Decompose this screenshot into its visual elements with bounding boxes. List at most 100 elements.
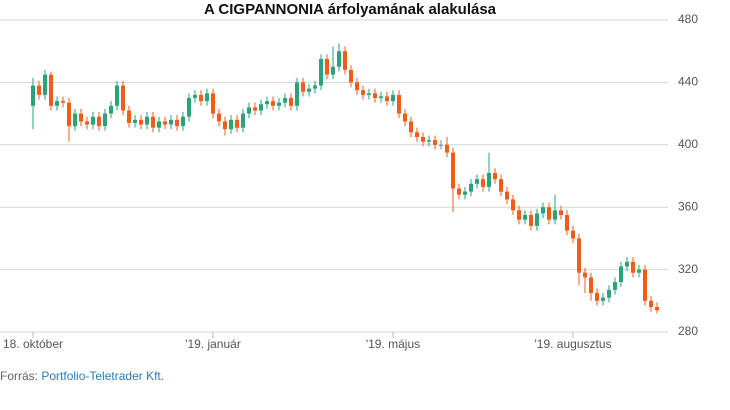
candle-body <box>391 94 395 102</box>
candle-body <box>553 210 557 220</box>
candle-body <box>547 207 551 220</box>
source-link[interactable]: Portfolio-Teletrader Kft. <box>41 369 165 383</box>
candle-body <box>325 59 329 75</box>
candle-body <box>169 119 173 125</box>
y-tick-label: 400 <box>678 137 698 151</box>
candle-body <box>247 107 251 114</box>
candle-body <box>655 307 659 311</box>
candle-body <box>541 207 545 214</box>
candle-body <box>259 104 263 111</box>
candle-body <box>265 101 269 105</box>
candle-body <box>253 107 257 111</box>
candle-body <box>133 119 137 123</box>
candle-body <box>307 88 311 92</box>
candle-body <box>277 102 281 106</box>
candle-body <box>331 66 335 75</box>
candle-body <box>379 96 383 98</box>
candle-body <box>367 93 371 95</box>
candle-body <box>271 101 275 106</box>
candle-body <box>193 94 197 98</box>
candle-body <box>127 110 131 123</box>
candle-body <box>67 102 71 127</box>
candle-body <box>229 119 233 130</box>
candle-body <box>289 98 293 106</box>
candle-body <box>445 144 449 153</box>
candle-body <box>529 215 533 226</box>
candle-body <box>37 85 41 95</box>
candle-body <box>295 82 299 106</box>
candle-body <box>613 282 617 290</box>
candle-body <box>175 119 179 127</box>
candle-body <box>565 215 569 231</box>
candle-body <box>157 121 161 128</box>
candle-body <box>643 269 647 301</box>
candle-body <box>457 188 461 195</box>
candle-body <box>139 119 143 125</box>
candle-body <box>595 293 599 301</box>
candle-body <box>559 210 563 215</box>
x-tick-label: '19. augusztus <box>534 337 611 351</box>
candle-body <box>481 179 485 187</box>
candle-body <box>577 238 581 273</box>
candle-body <box>499 179 503 192</box>
candle-body <box>301 82 305 92</box>
candle-body <box>403 113 407 122</box>
candle-body <box>421 137 425 142</box>
candle-body <box>451 152 455 189</box>
candle-body <box>625 261 629 267</box>
candle-body <box>91 116 95 125</box>
candle-body <box>511 199 515 211</box>
candle-body <box>283 98 287 103</box>
x-tick-label: '19. január <box>185 337 241 351</box>
candle-body <box>619 266 623 283</box>
candle-body <box>493 172 497 180</box>
candle-body <box>61 101 65 103</box>
candle-body <box>115 85 119 106</box>
candle-body <box>97 116 101 127</box>
candle-body <box>121 85 125 111</box>
candle-body <box>145 116 149 125</box>
candle-body <box>415 132 419 137</box>
candle-body <box>181 116 185 127</box>
candle-body <box>313 85 317 89</box>
candle-body <box>235 119 239 128</box>
y-tick-label: 280 <box>678 324 698 338</box>
candle-body <box>385 96 389 102</box>
candle-body <box>409 121 413 133</box>
candle-body <box>607 289 611 298</box>
x-tick-label: '19. május <box>366 337 420 351</box>
candle-body <box>337 51 341 67</box>
candle-body <box>469 183 473 192</box>
x-tick-label: 18. október <box>3 337 63 351</box>
y-tick-label: 440 <box>678 75 698 89</box>
candle-body <box>523 215 527 220</box>
candle-body <box>487 172 491 187</box>
candle-body <box>103 113 107 127</box>
y-tick-label: 320 <box>678 262 698 276</box>
candle-body <box>319 59 323 86</box>
candle-body <box>601 297 605 301</box>
candle-body <box>637 269 641 273</box>
candle-body <box>223 121 227 130</box>
candle-body <box>571 230 575 239</box>
candle-body <box>217 113 221 122</box>
candle-body <box>349 69 353 83</box>
chart-title: A CIGPANNONIA árfolyamának alakulása <box>204 1 497 18</box>
candle-body <box>589 277 593 293</box>
candle-body <box>79 113 83 122</box>
candle-body <box>85 121 89 125</box>
source-label: Forrás: <box>0 369 39 383</box>
candle-body <box>199 94 203 102</box>
candle-body <box>49 74 53 106</box>
candle-body <box>163 121 167 125</box>
candle-body <box>433 140 437 145</box>
candle-body <box>205 93 209 102</box>
candle-body <box>241 113 245 128</box>
candle-body <box>631 261 635 273</box>
candle-body <box>583 272 587 278</box>
candle-body <box>43 74 47 95</box>
candle-body <box>109 105 113 114</box>
candle-body <box>439 144 443 146</box>
candle-body <box>343 51 347 70</box>
